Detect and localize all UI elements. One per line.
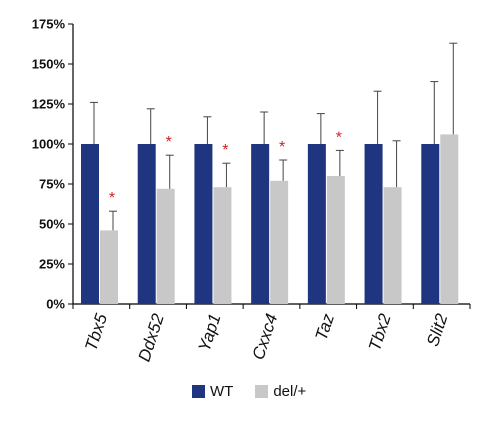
bar-del bbox=[100, 230, 118, 304]
bar-wt bbox=[421, 144, 440, 304]
bar-wt bbox=[251, 144, 270, 304]
category-label: Slit2 bbox=[423, 311, 451, 349]
y-tick-label: 25% bbox=[39, 257, 65, 272]
legend-item-wt: WT bbox=[192, 383, 233, 400]
category-label: Tbx5 bbox=[81, 311, 111, 353]
y-tick-label: 0% bbox=[46, 297, 65, 312]
bar-wt bbox=[81, 144, 99, 304]
y-tick-label: 75% bbox=[39, 177, 65, 192]
significance-star: * bbox=[336, 129, 342, 146]
legend-swatch-wt bbox=[192, 385, 205, 398]
category-label: Tbx2 bbox=[365, 311, 395, 353]
category-label: Taz bbox=[312, 311, 338, 343]
significance-star: * bbox=[109, 190, 115, 207]
bar-del bbox=[213, 187, 232, 304]
bar-del bbox=[326, 176, 345, 304]
bar-del bbox=[383, 187, 402, 304]
y-tick-label: 175% bbox=[32, 17, 66, 32]
bar-wt bbox=[194, 144, 213, 304]
bar-chart: 0% 25% 50% 75% 100% 125% 150% 175% * Tbx5 * Ddx52 * Y… bbox=[32, 17, 471, 364]
y-tick-label: 100% bbox=[32, 137, 66, 152]
legend-label-del: del/+ bbox=[273, 383, 307, 400]
bar-del bbox=[156, 188, 175, 304]
bar-del bbox=[440, 134, 459, 304]
y-tick-label: 150% bbox=[32, 57, 66, 72]
category-label: Cxxc4 bbox=[249, 311, 282, 362]
significance-star: * bbox=[279, 139, 285, 156]
legend-item-del: del/+ bbox=[255, 383, 306, 400]
legend-label-wt: WT bbox=[210, 383, 234, 400]
legend: WT del/+ bbox=[192, 383, 328, 400]
legend-swatch-del bbox=[255, 385, 269, 398]
category-label: Yap1 bbox=[195, 311, 225, 353]
category-label: Ddx52 bbox=[135, 311, 168, 364]
bar-wt bbox=[364, 144, 383, 304]
significance-star: * bbox=[222, 142, 228, 159]
bar-wt bbox=[307, 144, 326, 304]
bar-wt bbox=[137, 144, 156, 304]
y-tick-label: 50% bbox=[39, 217, 65, 232]
significance-star: * bbox=[166, 134, 172, 151]
y-tick-label: 125% bbox=[32, 97, 66, 112]
bar-del bbox=[270, 180, 289, 304]
